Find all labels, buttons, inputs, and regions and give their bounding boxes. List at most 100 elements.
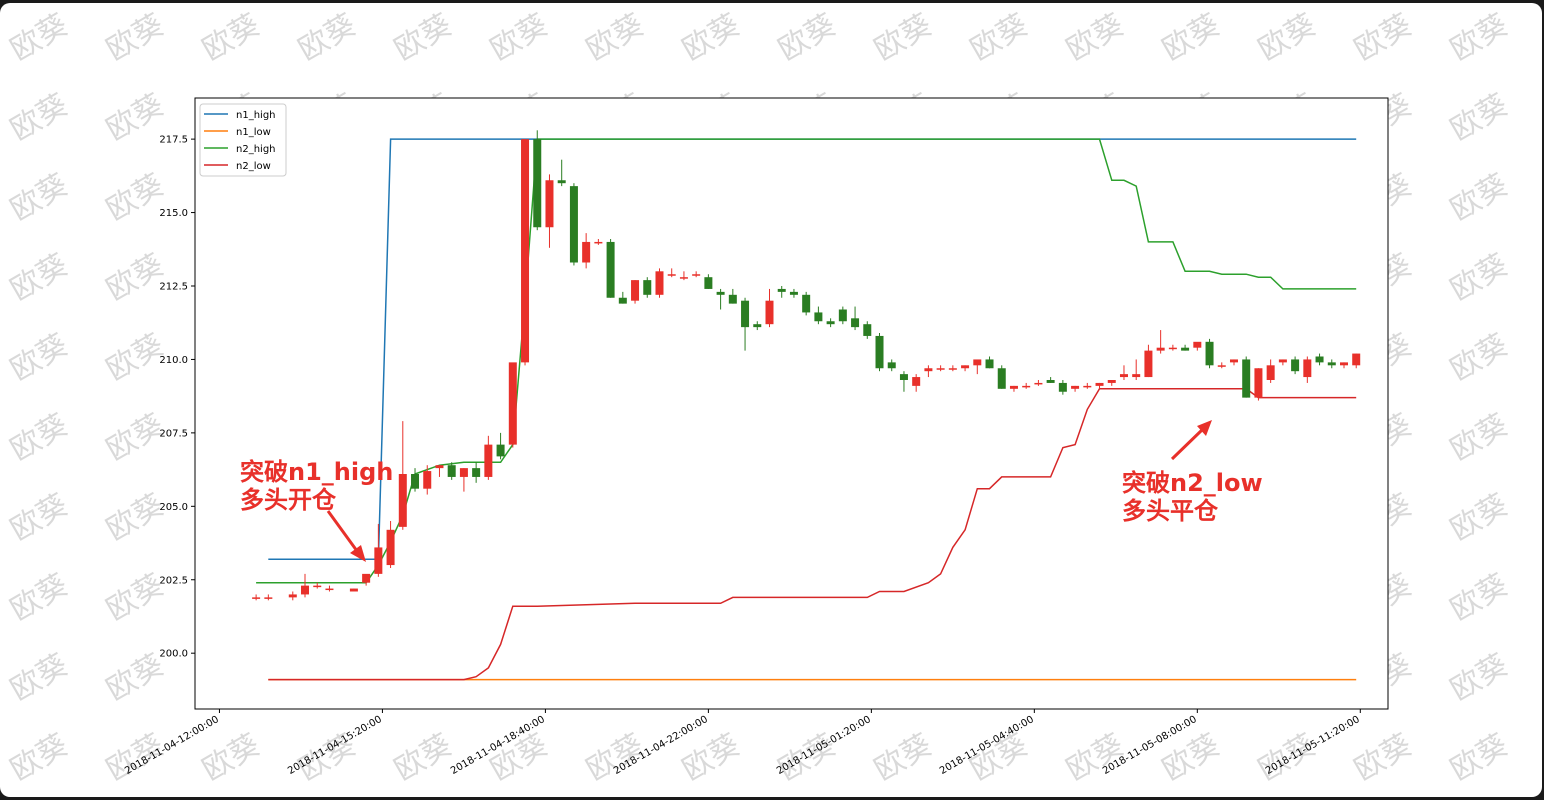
annotation-arrowhead (1197, 420, 1212, 436)
watermark-text: 欧葵 (1445, 488, 1514, 548)
candle-body (264, 597, 273, 599)
candle-body (288, 594, 297, 598)
candle-body (936, 368, 945, 370)
watermark-text: 欧葵 (101, 248, 170, 308)
candle-body (912, 377, 921, 386)
candles (252, 130, 1361, 601)
candle-body (1009, 385, 1018, 389)
legend-item: n2_high (204, 144, 276, 155)
candle-body (1034, 382, 1043, 385)
candle-body (1156, 347, 1165, 351)
candle-body (435, 465, 444, 469)
plot-area (195, 98, 1388, 709)
y-tick-label: 205.0 (159, 502, 188, 513)
candle (1205, 338, 1214, 369)
watermark-text: 欧葵 (389, 728, 458, 788)
candle-body (569, 186, 578, 263)
candle (887, 359, 896, 372)
watermark-text: 欧葵 (1445, 88, 1514, 148)
candle (252, 594, 261, 601)
candle (985, 356, 994, 369)
candle (704, 274, 713, 289)
candle-body (1278, 359, 1287, 363)
candle (961, 365, 970, 372)
candle (349, 588, 358, 592)
candle (1083, 382, 1092, 389)
y-axis: 200.0 202.5 205.0 207.5 210.0 212.5 215.0 217.5 (159, 135, 195, 660)
candle-body (594, 241, 603, 244)
annotation-line: 突破n1_high (240, 458, 393, 486)
candle (533, 130, 542, 231)
legend-item: n1_low (204, 127, 271, 138)
candle-body (1107, 380, 1116, 383)
candle (313, 582, 322, 589)
legend-label: n1_high (236, 110, 276, 121)
candle (631, 280, 640, 304)
candle-body (997, 368, 1006, 389)
candle (1119, 365, 1128, 380)
candle-body (521, 139, 530, 363)
watermark-text: 欧葵 (1349, 8, 1418, 68)
candle (1193, 341, 1202, 351)
candle-body (875, 335, 884, 369)
candle-body (1022, 385, 1031, 388)
candle (1156, 330, 1165, 354)
watermark-text: 欧葵 (1349, 728, 1418, 788)
annotation-arrow (1170, 427, 1205, 461)
candle (765, 288, 774, 328)
candle (447, 462, 456, 480)
legend-label: n1_low (236, 127, 271, 138)
watermark-text: 欧葵 (1445, 648, 1514, 708)
candle-body (459, 468, 468, 477)
watermark-text: 欧葵 (5, 408, 74, 468)
candle-body (313, 585, 322, 588)
watermark-text: 欧葵 (5, 8, 74, 68)
watermark-text: 欧葵 (197, 728, 266, 788)
candle-body (631, 280, 640, 301)
candle-body (374, 547, 383, 574)
candle-body (1339, 362, 1348, 366)
candle (912, 374, 921, 392)
candle (716, 288, 725, 310)
annotation-line: 多头开仓 (240, 486, 337, 514)
candle-body (679, 277, 688, 279)
candle (741, 297, 750, 351)
candle (301, 573, 310, 598)
candle (679, 271, 688, 281)
watermark-text: 欧葵 (5, 648, 74, 708)
watermark-text: 欧葵 (1445, 248, 1514, 308)
candle (545, 174, 554, 248)
candle-body (386, 529, 395, 566)
candle-body (838, 309, 847, 322)
candle-body (545, 180, 554, 228)
candle-body (1181, 347, 1190, 351)
watermark-text: 欧葵 (581, 8, 650, 68)
y-tick-label: 217.5 (159, 135, 188, 146)
y-tick-label: 202.5 (159, 575, 188, 586)
candle (1181, 344, 1190, 351)
watermark-text: 欧葵 (965, 8, 1034, 68)
candle (1046, 377, 1055, 383)
candle (1217, 362, 1226, 369)
annotation-long-close: 突破n2_low 多头平仓 (1122, 420, 1263, 525)
watermark-text: 欧葵 (1157, 8, 1226, 68)
candle-body (1058, 382, 1067, 392)
candle-body (973, 359, 982, 366)
watermark-text: 欧葵 (485, 8, 554, 68)
candle-body (301, 585, 310, 595)
candle-body (508, 362, 517, 445)
watermark-text: 欧葵 (389, 8, 458, 68)
watermark-text: 欧葵 (1061, 8, 1130, 68)
candle-body (814, 312, 823, 322)
candle-body (496, 444, 505, 457)
candle-body (1303, 359, 1312, 378)
candle-body (1083, 385, 1092, 388)
candle (1058, 380, 1067, 395)
y-tick-label: 215.0 (159, 208, 188, 219)
candle (1009, 385, 1018, 392)
candle-body (252, 597, 261, 599)
candle-body (1242, 359, 1251, 398)
candle-body (1168, 347, 1177, 350)
candle-body (1254, 368, 1263, 398)
